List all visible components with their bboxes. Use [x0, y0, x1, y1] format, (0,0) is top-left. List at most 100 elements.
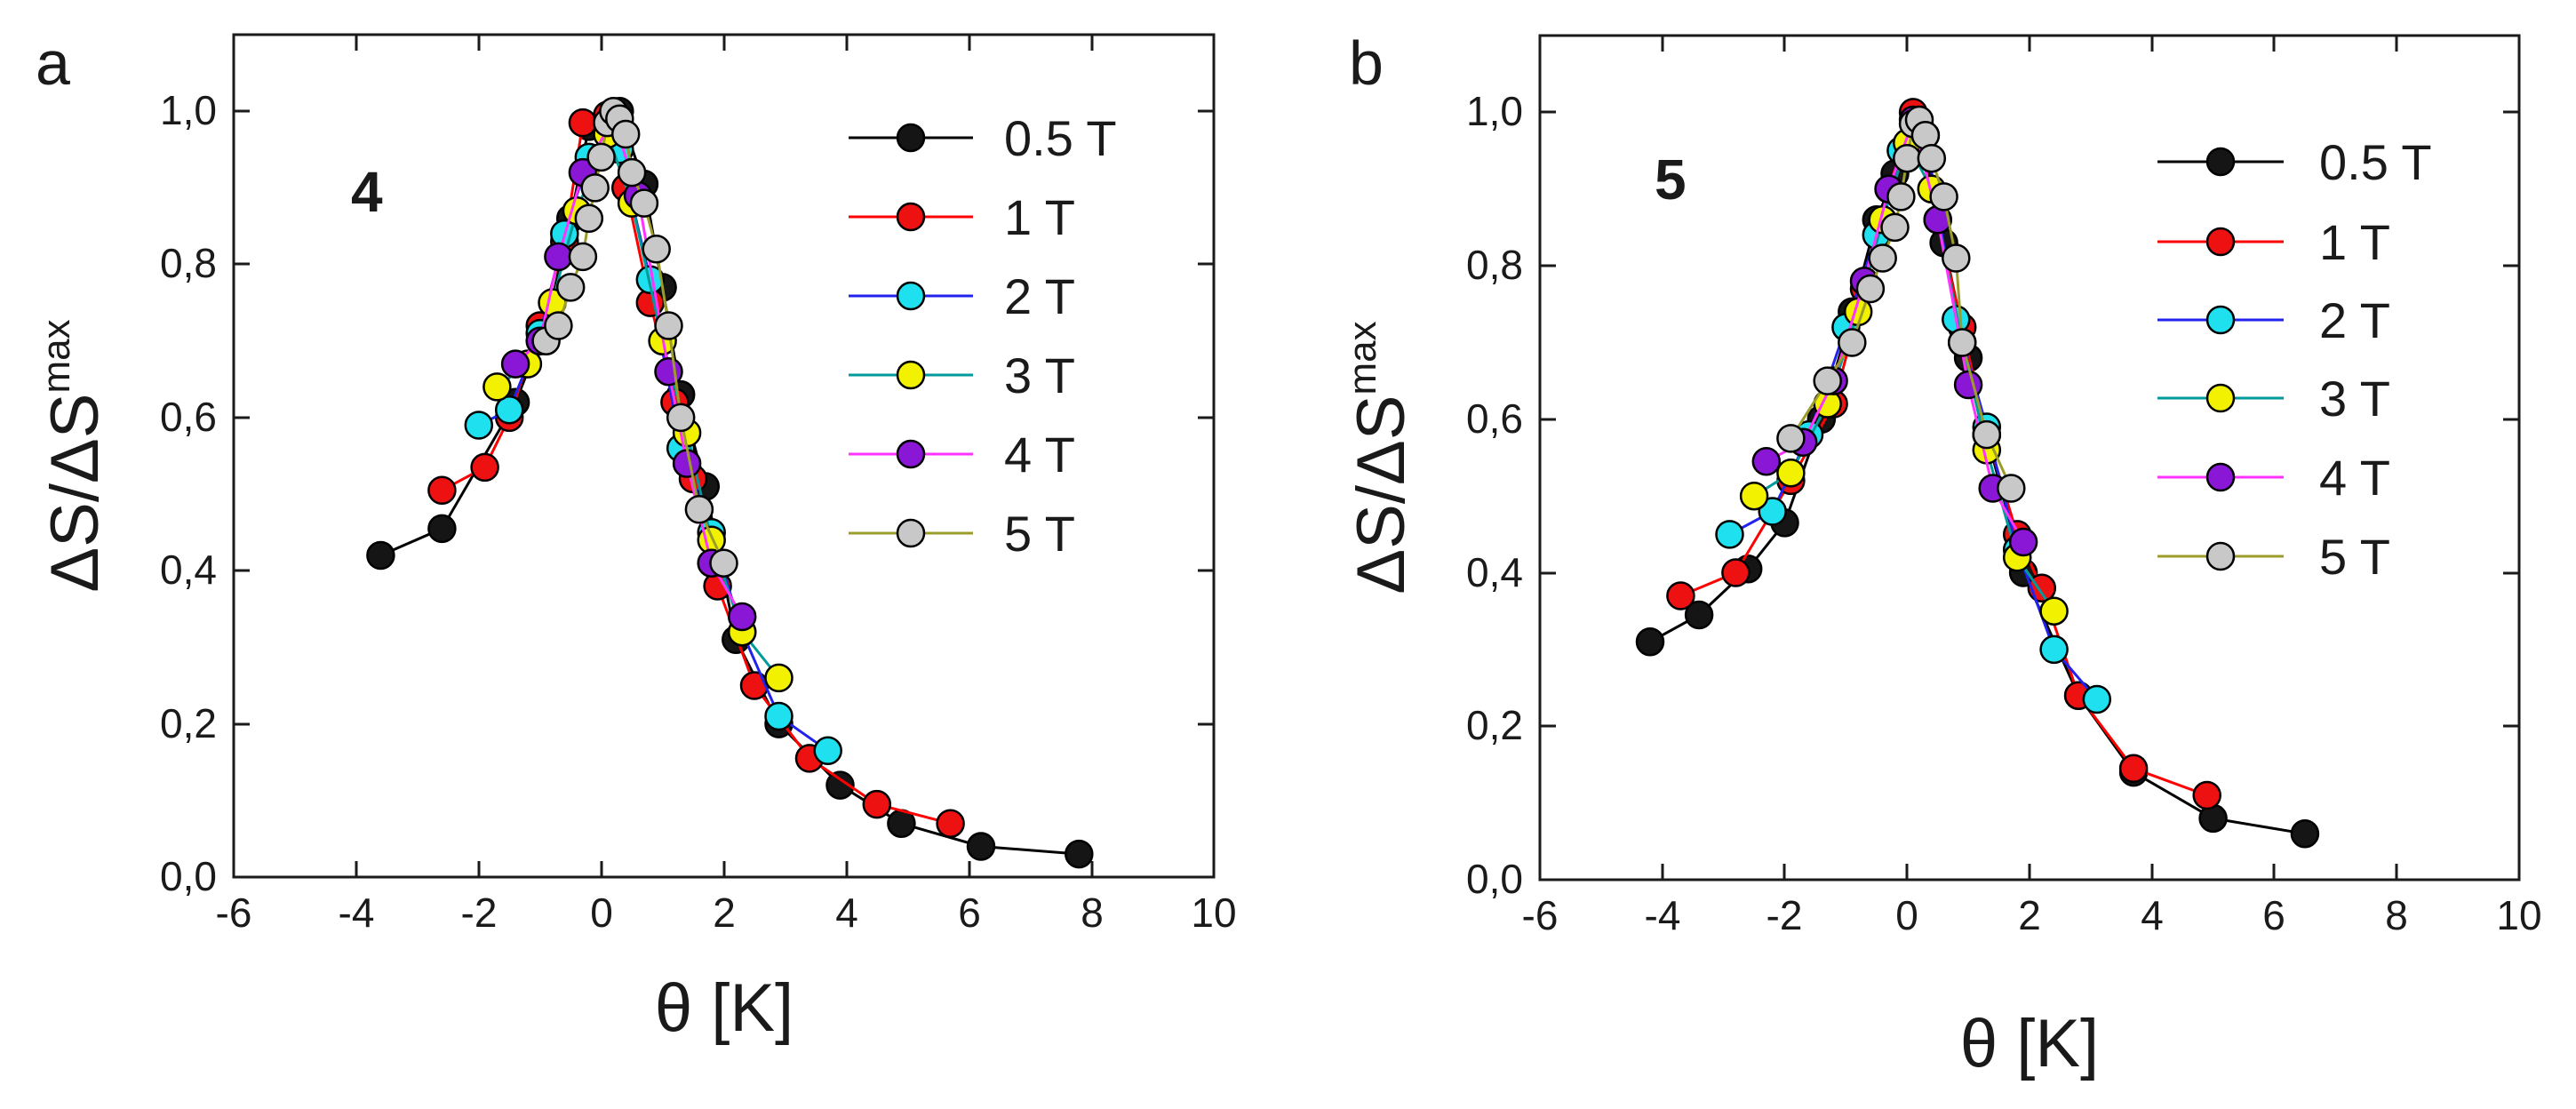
data-point — [642, 235, 671, 264]
data-point — [764, 663, 794, 693]
data-point — [2082, 684, 2112, 714]
legend-item: 3 T — [849, 347, 1075, 403]
data-point — [610, 119, 641, 149]
legend-label: 5 T — [2319, 529, 2390, 585]
legend-label: 3 T — [2319, 371, 2390, 427]
data-point — [1886, 182, 1916, 211]
data-point — [427, 475, 457, 506]
data-point — [684, 495, 714, 524]
data-point — [574, 203, 604, 234]
data-point — [366, 540, 395, 570]
data-point — [1972, 419, 2002, 450]
data-point — [739, 671, 770, 700]
data-point — [544, 311, 573, 340]
legend-item: 4 T — [849, 427, 1075, 483]
panel-b-y-ticks — [1540, 110, 2519, 882]
y-axis-title-main: ΔS/ΔS — [1344, 395, 1419, 594]
series-line — [379, 109, 1080, 856]
x-tick-label: 0 — [1895, 892, 1918, 938]
x-tick-label: 10 — [1191, 890, 1236, 936]
data-point — [568, 108, 598, 138]
panel-b-legend: 0.5 T 1 T 2 T 3 T 4 T — [2157, 134, 2432, 585]
legend-item: 1 T — [849, 189, 1075, 245]
panel-b-letter: b — [1349, 28, 1384, 98]
panel-a-letter: a — [36, 28, 70, 98]
y-tick-label: 0,2 — [1466, 702, 1523, 748]
data-point — [1893, 143, 1922, 173]
panel-a-x-axis-title: θ [K] — [655, 970, 794, 1046]
panel-b-x-tick-labels: -6 -4 -2 0 2 4 6 8 10 — [1522, 892, 2542, 938]
legend-item: 0.5 T — [2157, 134, 2432, 190]
legend-label: 4 T — [2319, 450, 2390, 506]
x-tick-label: -4 — [339, 890, 375, 936]
x-tick-label: 4 — [835, 890, 858, 936]
data-point — [1947, 328, 1977, 357]
y-axis-title-main: ΔS/ΔS — [37, 394, 113, 593]
panel-a-y-axis-title: ΔS/ΔSmax — [35, 319, 113, 592]
data-point — [1868, 243, 1897, 273]
data-point — [1997, 474, 2026, 503]
legend-item: 5 T — [2157, 529, 2390, 585]
legend-label: 2 T — [1004, 268, 1075, 324]
legend-label: 0.5 T — [2319, 134, 2432, 190]
data-point — [1880, 212, 1910, 243]
legend-marker — [896, 439, 926, 469]
data-point — [1776, 459, 1806, 488]
data-point — [1942, 243, 1971, 273]
x-tick-label: -2 — [1767, 892, 1803, 938]
panel-a-x-tick-labels: -6 -4 -2 0 2 4 6 8 10 — [216, 890, 1237, 936]
x-tick-label: 6 — [958, 890, 981, 936]
y-tick-label: 1,0 — [160, 87, 217, 133]
panel-b-x-ticks — [1538, 36, 2521, 880]
y-tick-label: 0,6 — [160, 394, 217, 440]
data-point — [544, 242, 573, 272]
x-tick-label: 0 — [590, 890, 613, 936]
x-tick-label: -6 — [1522, 892, 1559, 938]
data-point — [1929, 182, 1958, 211]
data-point — [966, 832, 996, 861]
x-tick-label: 6 — [2262, 892, 2285, 938]
data-point — [2192, 780, 2221, 810]
series-5-t — [531, 96, 738, 578]
legend-marker — [2205, 383, 2236, 413]
panel-a-series-layer — [366, 96, 1094, 869]
legend-marker — [896, 360, 926, 390]
legend-marker — [2205, 462, 2236, 492]
data-point — [2290, 818, 2320, 849]
data-point — [2039, 634, 2069, 665]
data-point — [580, 173, 610, 203]
data-point — [555, 273, 586, 302]
data-point — [1758, 497, 1787, 526]
y-tick-label: 0,6 — [1466, 395, 1523, 442]
legend-marker — [896, 202, 926, 232]
x-tick-label: 4 — [2141, 892, 2164, 938]
data-point — [464, 411, 494, 440]
panel-b-series-layer — [1635, 98, 2320, 849]
legend-marker — [896, 518, 926, 548]
x-tick-label: 8 — [1081, 890, 1104, 936]
data-point — [1953, 370, 1983, 400]
panel-b: b -6 -4 -2 0 2 4 6 — [1341, 28, 2542, 1081]
x-tick-label: 10 — [2496, 892, 2541, 938]
data-point — [1065, 839, 1094, 869]
legend-marker — [2205, 147, 2236, 177]
y-axis-title-superscript: max — [1341, 321, 1384, 395]
x-tick-label: 2 — [713, 890, 736, 936]
legend-item: 5 T — [849, 506, 1075, 562]
data-point — [494, 395, 524, 425]
panel-a-legend: 0.5 T 1 T 2 T 3 T 4 T — [849, 110, 1117, 562]
x-tick-label: -2 — [461, 890, 498, 936]
data-point — [1721, 558, 1751, 587]
data-point — [1684, 600, 1714, 630]
data-point — [1813, 366, 1842, 395]
data-point — [666, 403, 696, 433]
panel-a-x-ticks — [232, 35, 1216, 877]
x-tick-label: 2 — [2018, 892, 2041, 938]
data-point — [500, 349, 530, 379]
data-point — [862, 789, 892, 819]
data-point — [1855, 274, 1886, 304]
x-tick-label: -6 — [216, 890, 252, 936]
data-point — [727, 602, 757, 632]
series-0-5-t — [366, 96, 1094, 869]
x-tick-label: 8 — [2385, 892, 2408, 938]
